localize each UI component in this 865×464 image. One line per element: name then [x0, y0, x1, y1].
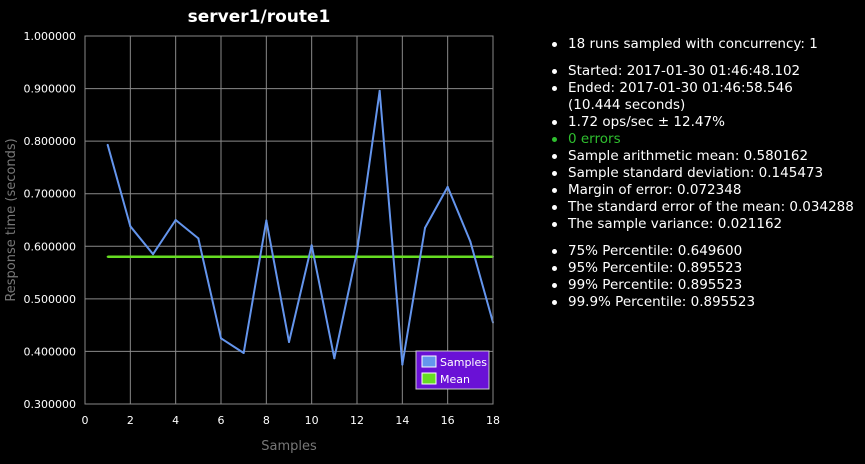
stats-group-percentiles: 75% Percentile: 0.649600 95% Percentile:… [550, 243, 860, 311]
samples-point [197, 237, 200, 240]
samples-point [333, 357, 336, 360]
stats-ended-text: Ended: 2017-01-30 01:46:58.546 [568, 80, 793, 96]
stats-stderr: The standard error of the mean: 0.034288 [550, 199, 860, 216]
samples-point [129, 225, 132, 228]
samples-point [378, 89, 381, 92]
samples-point [106, 143, 109, 146]
stats-stddev: Sample standard deviation: 0.145473 [550, 165, 860, 182]
samples-point [424, 226, 426, 229]
stats-runs: 18 runs sampled with concurrency: 1 [550, 36, 860, 53]
stats-panel: 18 runs sampled with concurrency: 1 Star… [550, 36, 860, 321]
stats-mean: Sample arithmetic mean: 0.580162 [550, 148, 860, 165]
stats-duration: (10.444 seconds) [568, 97, 686, 113]
legend-label-samples: Samples [440, 356, 487, 369]
x-tick-label: 4 [172, 414, 179, 427]
samples-point [356, 250, 358, 253]
stats-p75: 75% Percentile: 0.649600 [550, 243, 860, 260]
y-tick-label: 0.500000 [24, 293, 77, 306]
y-tick-label: 0.300000 [24, 398, 77, 411]
stats-group-summary: Started: 2017-01-30 01:46:48.102 Ended: … [550, 63, 860, 233]
chart-title: server1/route1 [188, 7, 331, 27]
mean-point [106, 255, 109, 258]
y-tick-label: 0.900000 [24, 83, 77, 96]
x-tick-label: 18 [486, 414, 500, 427]
series-line-samples [106, 89, 494, 366]
samples-point [152, 253, 154, 256]
x-tick-label: 6 [218, 414, 225, 427]
legend-swatch-samples [421, 355, 437, 368]
legend-label-mean: Mean [440, 373, 470, 386]
x-tick-label: 2 [127, 414, 134, 427]
stats-started: Started: 2017-01-30 01:46:48.102 [550, 63, 860, 80]
grid [84, 35, 494, 405]
y-tick-label: 0.700000 [24, 188, 77, 201]
stats-variance: The sample variance: 0.021162 [550, 216, 860, 233]
stats-errors: 0 errors [550, 131, 860, 148]
samples-point [265, 219, 268, 222]
stats-p99: 99% Percentile: 0.895523 [550, 277, 860, 294]
x-tick-label: 10 [305, 414, 319, 427]
legend: Samples Mean [415, 350, 490, 390]
x-tick-label: 16 [441, 414, 455, 427]
y-tick-label: 0.600000 [24, 240, 77, 253]
plot-frame [84, 35, 494, 405]
x-tick-label: 12 [350, 414, 364, 427]
samples-point [310, 244, 313, 247]
samples-point [401, 363, 404, 366]
samples-point [242, 352, 245, 355]
stats-p95: 95% Percentile: 0.895523 [550, 260, 860, 277]
stats-p999: 99.9% Percentile: 0.895523 [550, 294, 860, 311]
x-tick-label: 8 [263, 414, 270, 427]
stats-ops: 1.72 ops/sec ± 12.47% [550, 114, 860, 131]
y-tick-label: 0.400000 [24, 345, 77, 358]
tick-labels: 0 2 4 6 8 10 12 14 16 18 0.300000 0.400000 0.500000 0… [24, 30, 501, 427]
x-tick-label: 0 [82, 414, 89, 427]
y-tick-label: 0.800000 [24, 135, 77, 148]
samples-point [220, 337, 222, 340]
samples-point [174, 219, 177, 221]
samples-point [469, 240, 472, 243]
y-axis-title: Response time (seconds) [4, 138, 19, 301]
line-chart: server1/route1 0 2 4 6 8 10 12 14 16 18 0.300000 0.… [4, 7, 501, 454]
legend-swatch-mean [421, 372, 437, 385]
stats-group-runs: 18 runs sampled with concurrency: 1 [550, 36, 860, 53]
stats-margin: Margin of error: 0.072348 [550, 182, 860, 199]
y-tick-label: 1.000000 [24, 30, 77, 43]
x-axis-title: Samples [261, 439, 317, 454]
samples-point [288, 340, 290, 343]
x-tick-label: 14 [395, 414, 409, 427]
series [106, 89, 494, 366]
samples-point [446, 185, 449, 188]
stats-ended: Ended: 2017-01-30 01:46:58.546 (10.444 se… [550, 80, 860, 114]
